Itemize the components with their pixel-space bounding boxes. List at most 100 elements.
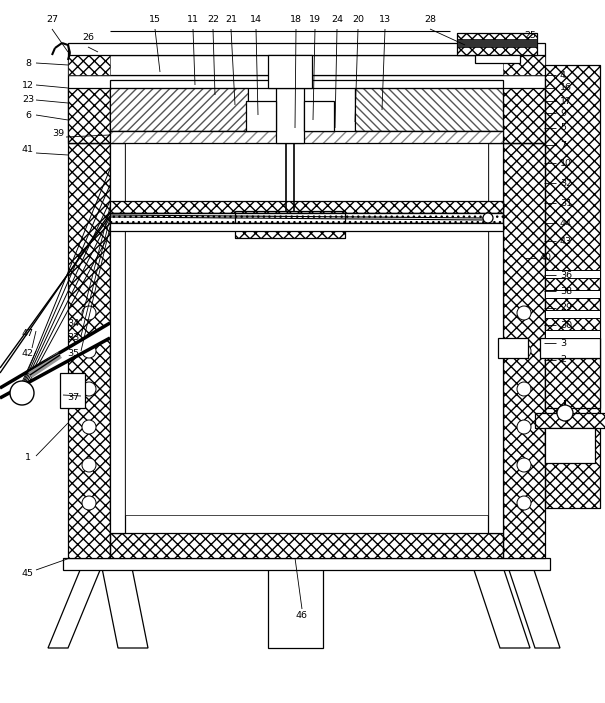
Text: 25: 25 <box>524 30 536 39</box>
Bar <box>545 428 595 463</box>
Bar <box>246 101 276 131</box>
Text: 47: 47 <box>22 328 34 337</box>
Text: 9: 9 <box>560 108 566 117</box>
Text: 42: 42 <box>22 349 34 358</box>
Bar <box>110 533 503 558</box>
Text: 12: 12 <box>22 81 34 89</box>
Text: 39: 39 <box>52 129 64 138</box>
Text: 24: 24 <box>331 15 343 25</box>
Bar <box>545 358 600 408</box>
Text: 17: 17 <box>560 96 572 105</box>
Text: 11: 11 <box>187 15 199 25</box>
Bar <box>125 143 488 515</box>
Bar <box>276 88 304 143</box>
Bar <box>457 33 537 55</box>
Polygon shape <box>48 558 105 648</box>
Bar <box>268 558 323 648</box>
Bar <box>535 413 605 428</box>
Bar <box>68 143 110 558</box>
Text: 1: 1 <box>25 453 31 463</box>
Bar <box>110 213 503 223</box>
Bar <box>503 143 545 558</box>
Bar <box>545 65 600 508</box>
Bar <box>63 558 550 570</box>
Circle shape <box>82 496 96 510</box>
Bar <box>545 65 600 508</box>
Bar <box>110 131 503 143</box>
Text: 26: 26 <box>82 34 94 42</box>
Text: 4: 4 <box>560 70 566 79</box>
Text: 5: 5 <box>560 124 566 132</box>
Circle shape <box>82 420 96 434</box>
Text: 7: 7 <box>560 141 566 150</box>
Bar <box>235 211 345 238</box>
Text: 18: 18 <box>290 15 302 25</box>
Bar <box>110 223 503 231</box>
Text: 27: 27 <box>46 15 58 25</box>
Circle shape <box>82 344 96 358</box>
Polygon shape <box>100 558 148 648</box>
Bar <box>110 131 503 143</box>
Text: 32: 32 <box>560 179 572 188</box>
Text: 14: 14 <box>250 15 262 25</box>
Text: 19: 19 <box>309 15 321 25</box>
Circle shape <box>82 458 96 472</box>
Text: 3: 3 <box>560 339 566 347</box>
Bar <box>457 33 537 55</box>
Text: 13: 13 <box>379 15 391 25</box>
Circle shape <box>517 382 531 396</box>
Circle shape <box>517 420 531 434</box>
Bar <box>545 358 600 408</box>
Text: 45: 45 <box>22 569 34 577</box>
Bar <box>68 88 110 143</box>
Circle shape <box>517 496 531 510</box>
Text: 35: 35 <box>67 349 79 358</box>
Bar <box>503 88 545 143</box>
Text: 22: 22 <box>207 15 219 25</box>
Bar <box>60 373 85 408</box>
Bar <box>68 55 110 75</box>
Bar <box>545 310 600 318</box>
Bar <box>503 55 545 75</box>
Text: 34: 34 <box>67 318 79 328</box>
Text: 36: 36 <box>560 271 572 280</box>
Bar <box>545 290 600 298</box>
Bar <box>110 533 503 558</box>
Text: 28: 28 <box>424 15 436 25</box>
Polygon shape <box>110 88 248 131</box>
Text: 40: 40 <box>540 254 552 262</box>
Bar <box>68 43 545 55</box>
Bar <box>498 338 528 358</box>
Text: 20: 20 <box>352 15 364 25</box>
Bar <box>457 39 537 47</box>
Text: 44: 44 <box>560 219 572 228</box>
Bar <box>503 143 545 558</box>
Text: 10: 10 <box>560 158 572 167</box>
Circle shape <box>517 458 531 472</box>
Bar <box>545 330 600 338</box>
Text: 30: 30 <box>560 321 572 330</box>
Bar <box>235 211 345 238</box>
Circle shape <box>82 306 96 320</box>
Circle shape <box>82 382 96 396</box>
Bar <box>68 75 545 143</box>
Bar <box>535 413 605 428</box>
Bar <box>540 338 600 358</box>
Bar <box>68 55 545 75</box>
Circle shape <box>10 381 34 405</box>
Text: 41: 41 <box>22 146 34 155</box>
Bar <box>110 143 125 533</box>
Bar <box>475 55 520 63</box>
Bar <box>488 143 503 533</box>
Bar <box>110 80 503 88</box>
Bar <box>110 201 503 213</box>
Text: 43: 43 <box>560 236 572 245</box>
Text: 15: 15 <box>149 15 161 25</box>
Bar <box>68 143 110 558</box>
Polygon shape <box>505 558 560 648</box>
Bar <box>110 213 503 223</box>
Text: 37: 37 <box>67 394 79 403</box>
Bar <box>110 201 503 213</box>
Text: 23: 23 <box>22 96 34 105</box>
Circle shape <box>517 344 531 358</box>
